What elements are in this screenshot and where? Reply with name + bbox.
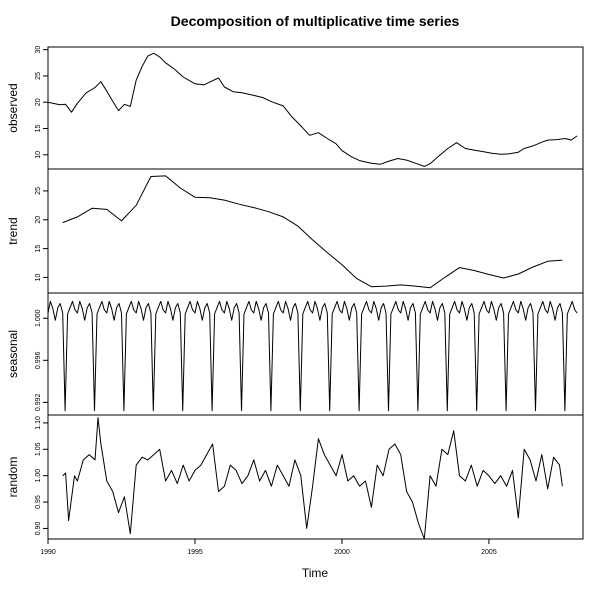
y-tick-label-seasonal: 0.992	[35, 394, 42, 412]
series-line-observed	[47, 52, 578, 167]
panel-random: 0.90 0.95 1.00 1.05 1.10 random	[6, 414, 584, 540]
x-tick-label: 2000	[334, 549, 350, 556]
series-line-trend	[62, 175, 563, 289]
y-tick-label-observed: 25	[35, 72, 42, 80]
y-tick-label-random: 0.95	[35, 495, 42, 509]
x-tick-label: 2005	[481, 549, 497, 556]
y-tick-label-random: 1.10	[35, 416, 42, 430]
chart-title: Decomposition of multiplicative time ser…	[171, 13, 460, 29]
y-axis-label-trend: trend	[6, 217, 20, 244]
y-tick-label-trend: 25	[35, 187, 42, 195]
y-tick-label-observed: 15	[35, 125, 42, 133]
y-tick-label-trend: 10	[35, 273, 42, 281]
y-axis-label-seasonal: seasonal	[6, 330, 20, 378]
y-tick-label-trend: 20	[35, 216, 42, 224]
y-tick-label-observed: 30	[35, 46, 42, 54]
y-axis-label-observed: observed	[6, 83, 20, 132]
panels: 10 15 20 25 30 observed 10 15 20 25 trend 0.992 0.99…	[6, 46, 584, 540]
y-axis-label-random: random	[6, 457, 20, 498]
series-line-seasonal	[47, 300, 578, 412]
y-tick-label-seasonal: 1.000	[35, 309, 42, 327]
y-tick-label-observed: 20	[35, 98, 42, 106]
y-tick-label-seasonal: 0.996	[35, 351, 42, 369]
y-tick-label-observed: 10	[35, 151, 42, 159]
y-tick-label-random: 1.00	[35, 469, 42, 483]
series-line-random	[62, 417, 563, 540]
y-tick-label-trend: 15	[35, 245, 42, 253]
y-tick-label-random: 1.05	[35, 442, 42, 456]
x-axis: 1990 1995 2000 2005	[40, 539, 497, 556]
x-tick-label: 1990	[40, 549, 56, 556]
x-tick-label: 1995	[187, 549, 203, 556]
y-tick-label-random: 0.90	[35, 522, 42, 536]
x-axis-label: Time	[302, 566, 329, 580]
panel-frame-random	[47, 414, 584, 540]
